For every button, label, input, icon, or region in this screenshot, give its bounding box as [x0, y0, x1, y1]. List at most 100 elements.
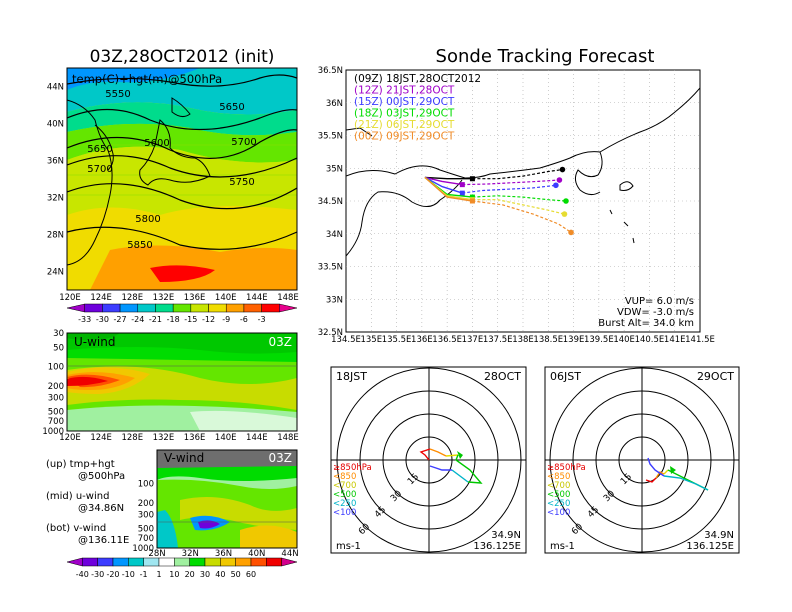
colorbar-cell [261, 303, 280, 313]
track-y-axis: 32.5N 33N 33.5N 34N 34.5N 35N 35.5N 36N 36.5N [318, 66, 343, 338]
x-tick-label: 132E [153, 433, 175, 443]
colorbar-cell [128, 557, 144, 567]
contour-label: 5850 [127, 240, 152, 251]
vwind-time: 03Z [269, 451, 293, 465]
colorbar-tick: -9 [222, 315, 230, 324]
level-label: <850 [547, 472, 570, 482]
y-tick-label: 24N [47, 268, 64, 278]
contour-label: 5700 [231, 137, 256, 148]
contour-label: 5650 [87, 144, 112, 155]
x-tick-label: 140E [215, 293, 237, 303]
track-end-point [561, 211, 568, 217]
x-tick-label: 144E [246, 293, 268, 303]
track-line-dashed [472, 195, 567, 202]
colorbar-cell [155, 303, 174, 313]
x-tick-label: 136E [411, 335, 433, 345]
legend-up2: @500hPa [78, 471, 125, 482]
x-tick-label: 134.5E [331, 335, 361, 345]
colorbar-cell [189, 557, 206, 567]
level-label: <500 [547, 490, 570, 500]
colorbar-tick: -40 [76, 570, 89, 579]
colorbar-cell [97, 557, 114, 567]
colorbar-cell [279, 303, 298, 313]
upper-map-x-axis: 120E 124E 128E 132E 136E 140E 144E 148E [59, 293, 299, 303]
x-tick-label: 120E [59, 293, 81, 303]
x-tick-label: 32N [182, 549, 199, 559]
x-tick-label: 139E [563, 335, 585, 345]
contour-label: 5550 [105, 89, 130, 100]
uwind-x-axis: 120E 124E 128E 132E 136E 140E 144E 148E [59, 433, 299, 443]
y-tick-label: 32.5N [318, 328, 343, 338]
x-tick-label: 141.5E [685, 335, 715, 345]
colorbar-cell [243, 303, 262, 313]
track-info: VUP= 6.0 m/s VDW= -3.0 m/s Burst Alt= 34… [598, 296, 694, 329]
track-line [424, 176, 463, 194]
y-tick-label: 50 [53, 343, 64, 353]
x-tick-label: 137.5E [483, 335, 513, 345]
y-tick-label: 32N [47, 194, 64, 204]
y-tick-label: 34.5N [318, 197, 343, 207]
hodo1-time: 18JST [336, 370, 367, 383]
x-tick-label: 138.5E [533, 335, 563, 345]
colorbar-cell [158, 557, 175, 567]
colorbar-tick: -18 [167, 315, 180, 324]
hodograph-1: 15 30 45 60 18JST 28OCT ≥850hPa <850 <70… [330, 366, 527, 554]
upper-map-panel: 5550 5600 5650 5650 5700 5700 5750 5800 … [47, 67, 299, 303]
colorbar-tick: -24 [131, 315, 144, 324]
x-tick-label: 136.5E [432, 335, 462, 345]
colorbar-cell [172, 303, 192, 313]
colorbar-tick: -30 [96, 315, 109, 324]
x-tick-label: 140E [613, 335, 635, 345]
hodo1-unit: ms-1 [336, 541, 361, 552]
y-tick-label: 200 [48, 382, 64, 392]
legend-entry: (15Z) 00JST,29OCT [354, 96, 455, 108]
colorbar-tick: -10 [122, 570, 135, 579]
y-tick-label: 35.5N [318, 132, 343, 142]
colorbar-cell [102, 303, 121, 313]
y-tick-label: 500 [48, 408, 64, 418]
hodo2-unit: ms-1 [550, 541, 575, 552]
track-line-dashed [472, 169, 563, 180]
contour-labels: 5550 5600 5650 5650 5700 5700 5750 5800 … [87, 89, 256, 251]
x-tick-label: 28N [148, 549, 165, 559]
colorbar-cell [84, 303, 103, 313]
level-label: <850 [333, 472, 356, 482]
colorbar-cell [143, 557, 160, 567]
colorbar-tick: -30 [91, 570, 104, 579]
colorbar-cell [250, 557, 267, 567]
track-line [424, 176, 473, 202]
track-x-axis: 134.5E 135E 135.5E 136E 136.5E 137E 137.5E 138E… [331, 335, 715, 345]
x-tick-label: 128E [121, 293, 143, 303]
track-end-point [556, 177, 563, 183]
y-tick-label: 36N [326, 99, 343, 109]
y-tick-label: 100 [48, 363, 64, 373]
x-tick-label: 138E [512, 335, 534, 345]
contour-label: 5800 [135, 214, 160, 225]
track-line [424, 176, 463, 186]
hodo1-lat: 34.9N [491, 530, 521, 541]
colorbar-cell [208, 303, 227, 313]
y-tick-label: 36.5N [318, 66, 343, 76]
colorbar-cell [220, 557, 236, 567]
colorbar-cell [66, 557, 83, 567]
info-vup: VUP= 6.0 m/s [625, 296, 694, 307]
level-label: <700 [547, 481, 570, 491]
track-marker [469, 194, 475, 200]
colorbar-tick: -12 [202, 315, 215, 324]
x-tick-label: 139.5E [584, 335, 614, 345]
colorbar-tick: -3 [258, 315, 266, 324]
colorbar-tick: -1 [140, 570, 148, 579]
x-tick-label: 124E [90, 433, 112, 443]
x-tick-label: 141E [664, 335, 686, 345]
x-tick-label: 36N [215, 549, 232, 559]
x-tick-label: 144E [246, 433, 268, 443]
x-tick-label: 128E [121, 433, 143, 443]
legend-bot2: @136.11E [78, 535, 129, 546]
y-tick-label: 35N [326, 164, 343, 174]
y-tick-label: 1000 [42, 427, 64, 437]
x-tick-label: 40N [248, 549, 265, 559]
contour-label: 5650 [219, 102, 244, 113]
track-line-dashed [472, 200, 572, 233]
